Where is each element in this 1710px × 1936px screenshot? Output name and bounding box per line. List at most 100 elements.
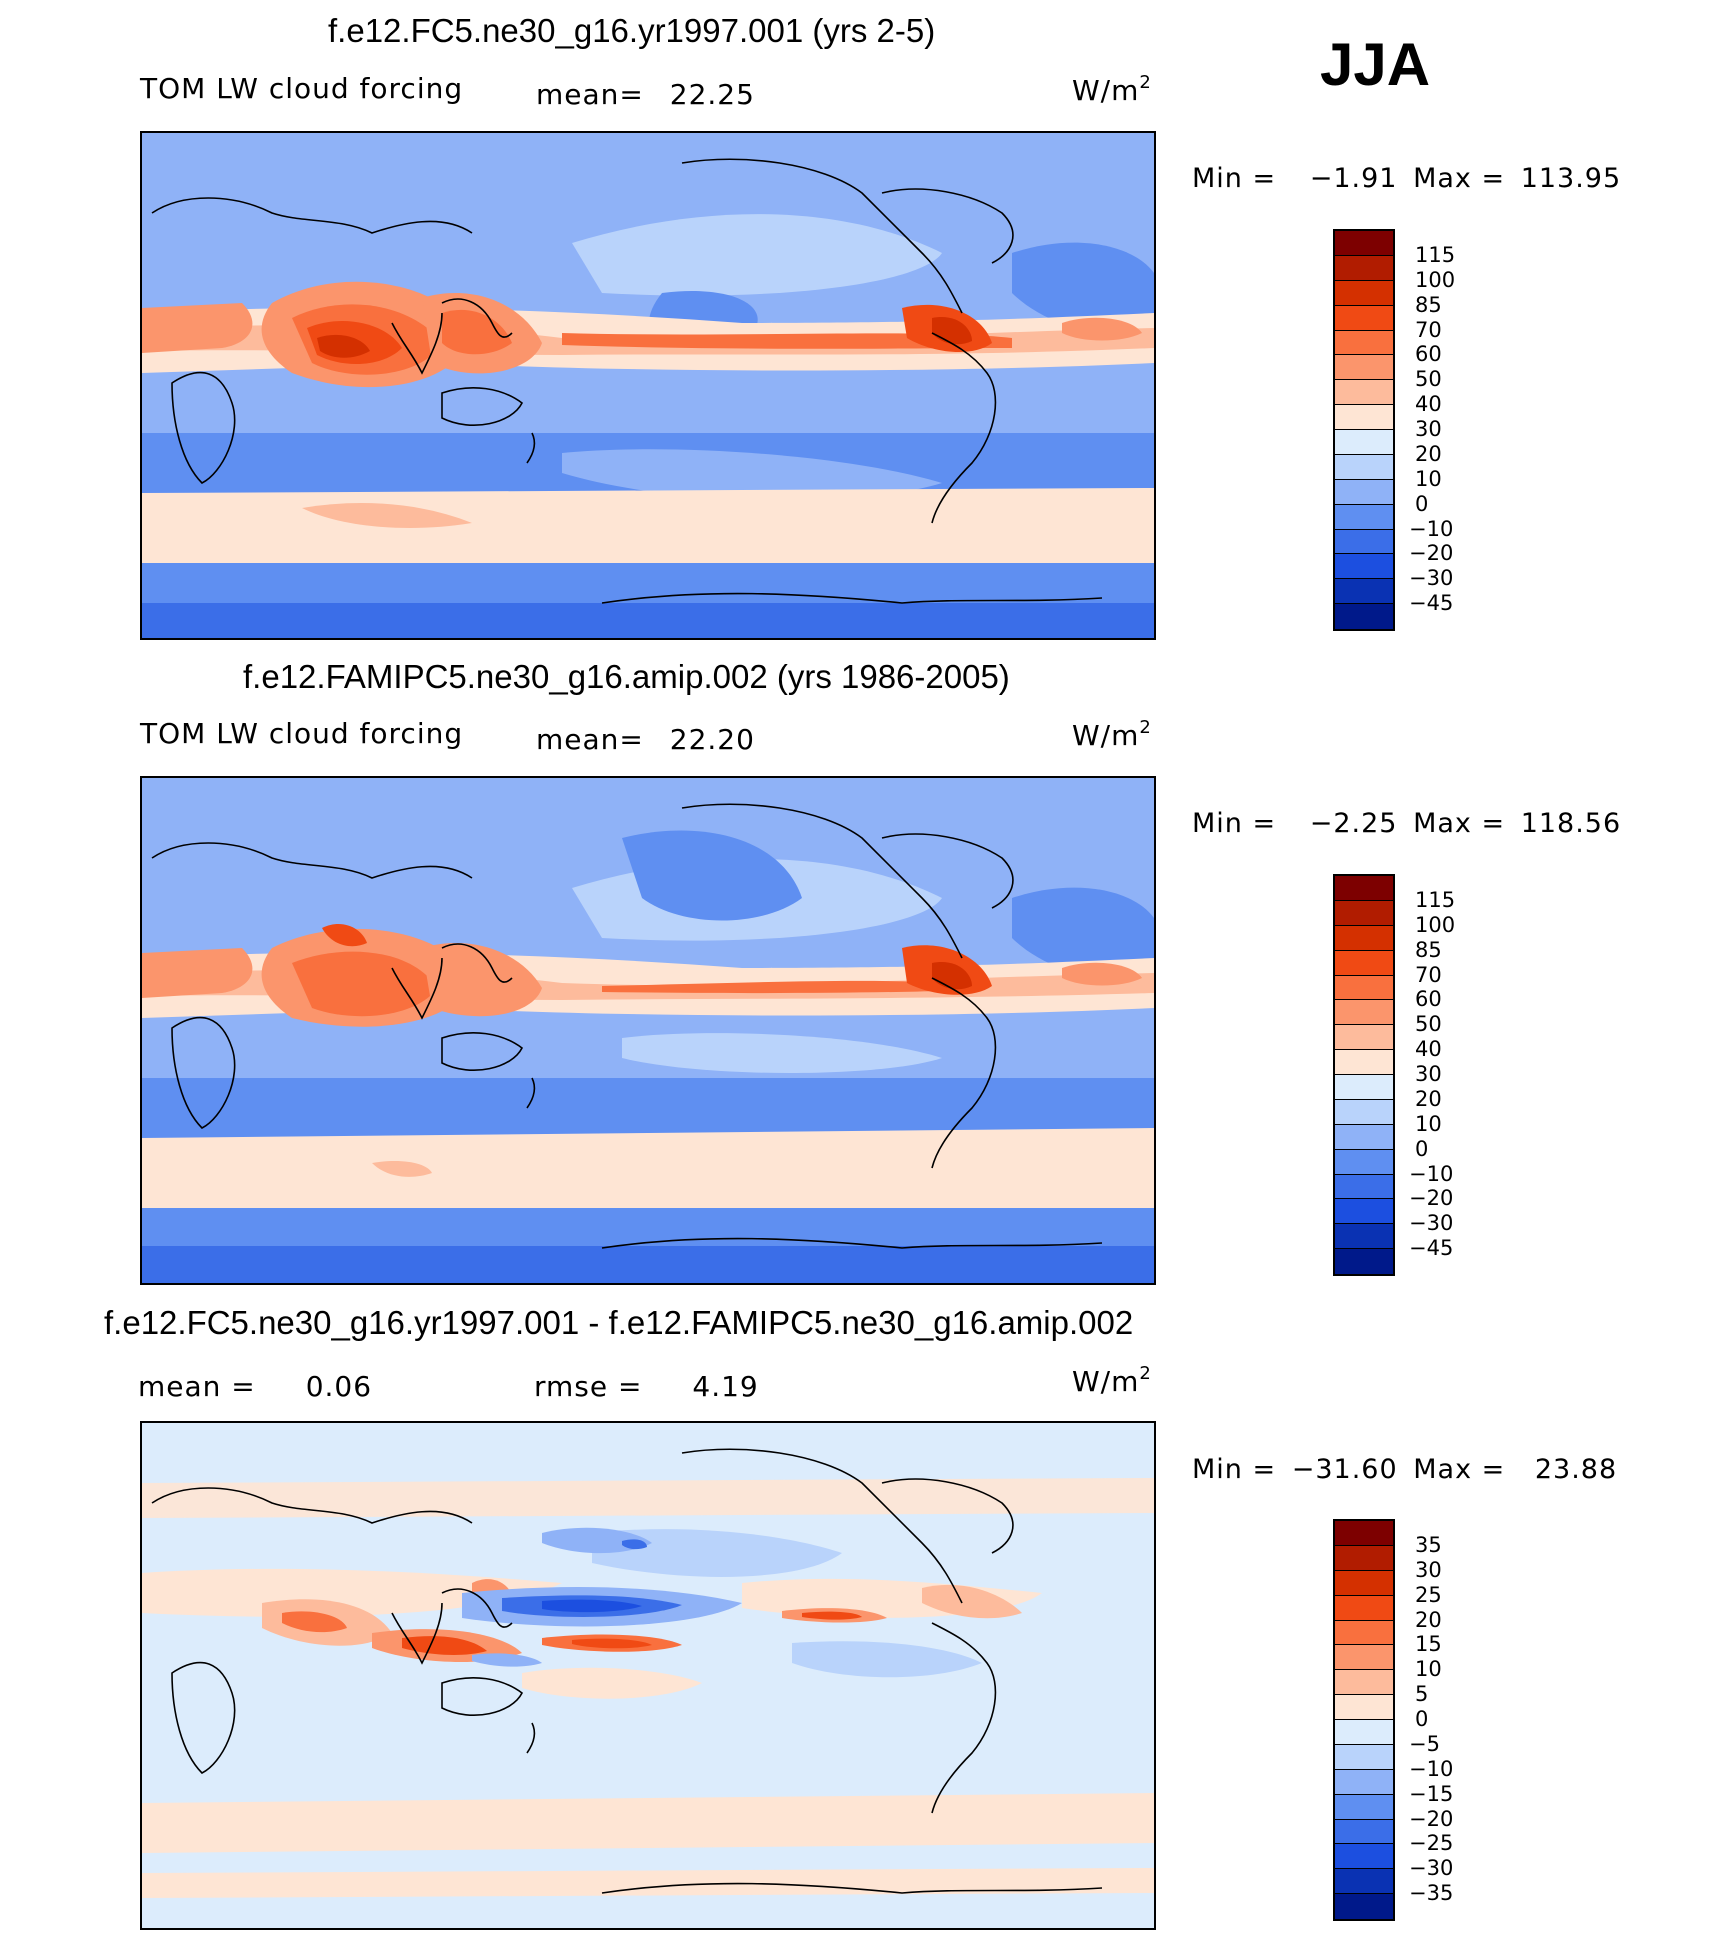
panel1-colorbar-tick-label: 20 [1415,441,1442,466]
panel1-colorbar-tick-label: 100 [1415,267,1456,292]
panel1-colorbar-tick-label: −30 [1409,566,1454,591]
panel2-colorbar-box [1335,1124,1393,1150]
panel3-colorbar-box [1335,1720,1393,1745]
season-label: JJA [1320,31,1431,98]
panel3-colorbar-box [1335,1869,1393,1895]
panel3-colorbar-tick-label: −35 [1409,1881,1454,1906]
panel3-mean-value: 0.06 [305,1370,373,1403]
panel1-colorbar-box [1335,579,1393,605]
panel1-colorbar-box [1335,529,1393,555]
panel1-units: W/m2 [1072,72,1152,107]
panel2-colorbar-box [1335,1224,1393,1250]
panel2-colorbar-tick-label: 0 [1415,1136,1429,1161]
panel1-title: f.e12.FC5.ne30_g16.yr1997.001 (yrs 2-5) [328,12,936,49]
panel1-colorbar-box [1335,330,1393,356]
panel2-mean-value: 22.20 [669,723,755,756]
panel1-colorbar-box [1335,255,1393,281]
panel1-colorbar [1333,229,1395,631]
panel3-units: W/m2 [1072,1363,1152,1398]
panel2-colorbar-box [1335,900,1393,926]
panel2-map [140,776,1156,1285]
panel3-colorbar-tick-label: −20 [1409,1806,1454,1831]
panel2-mean: mean= 22.20 [536,723,755,756]
panel2-colorbar-box [1335,950,1393,976]
panel3-colorbar-box [1335,1819,1393,1845]
panel2-colorbar-box [1335,876,1393,901]
panel1-mean: mean= 22.25 [536,78,755,111]
panel2-colorbar-tick-label: 50 [1415,1012,1442,1037]
panel3-colorbar-box [1335,1744,1393,1770]
panel3-colorbar-box [1335,1794,1393,1820]
panel1-colorbar-tick-label: 70 [1415,317,1442,342]
panel3-colorbar-box [1335,1645,1393,1671]
panel1-colorbar-tick-label: −20 [1409,541,1454,566]
panel2-colorbar-box [1335,975,1393,1001]
panel3-colorbar-box [1335,1570,1393,1596]
panel2-colorbar-tick-label: 100 [1415,912,1456,937]
panel1-colorbar-tick-label: 40 [1415,392,1442,417]
panel2-colorbar-tick-label: 20 [1415,1086,1442,1111]
panel1-colorbar-tick-label: −10 [1409,516,1454,541]
panel1-colorbar-box [1335,479,1393,505]
panel2-colorbar-box [1335,1025,1393,1051]
panel3-colorbar-tick-label: −10 [1409,1756,1454,1781]
panel3-colorbar-box [1335,1595,1393,1621]
panel2-colorbar-box [1335,1099,1393,1125]
panel3-colorbar-tick-label: 15 [1415,1632,1442,1657]
panel3-colorbar-tick-label: −25 [1409,1831,1454,1856]
panel3-rmse-label: rmse = [534,1370,643,1403]
panel2-colorbar-tick-label: −10 [1409,1161,1454,1186]
panel1-colorbar-box [1335,554,1393,580]
panel2-colorbar-tick-label: 10 [1415,1111,1442,1136]
panel3-colorbar-box [1335,1670,1393,1696]
panel2-colorbar-box [1335,925,1393,951]
panel3-colorbar [1333,1519,1395,1921]
panel3-mean-label: mean = [138,1370,256,1403]
panel2-colorbar-box [1335,1075,1393,1100]
panel2-colorbar-tick-label: 85 [1415,937,1442,962]
panel2-colorbar-box [1335,1249,1393,1274]
panel1-variable-label: TOM LW cloud forcing [140,72,464,105]
panel2-colorbar-tick-label: 40 [1415,1037,1442,1062]
panel2-colorbar-box [1335,1149,1393,1175]
panel2-minmax: Min = −2.25 Max = 118.56 [1192,808,1622,839]
panel3-map [140,1421,1156,1930]
panel2-colorbar-tick-label: 70 [1415,962,1442,987]
panel2-colorbar [1333,874,1395,1276]
panel1-colorbar-tick-label: 30 [1415,417,1442,441]
panel3-rmse-value: 4.19 [692,1370,759,1403]
panel3-colorbar-tick-label: 10 [1415,1657,1442,1682]
panel3-colorbar-tick-label: −15 [1409,1781,1454,1806]
panel1-colorbar-tick-label: 85 [1415,292,1442,317]
panel2-colorbar-tick-label: 60 [1415,987,1442,1012]
panel2-colorbar-box [1335,1174,1393,1200]
panel1-colorbar-tick-label: 50 [1415,367,1442,392]
panel3-colorbar-box [1335,1695,1393,1720]
panel2-variable-label: TOM LW cloud forcing [140,717,464,750]
panel1-colorbar-box [1335,454,1393,480]
panel1-colorbar-box [1335,305,1393,331]
panel1-colorbar-box [1335,430,1393,455]
panel3-colorbar-box [1335,1521,1393,1546]
panel3-colorbar-tick-label: 20 [1415,1607,1442,1632]
panel2-colorbar-tick-label: 115 [1415,887,1456,912]
panel1-colorbar-tick-label: 115 [1415,242,1456,267]
panel2-colorbar-box [1335,1050,1393,1075]
panel1-colorbar-tick-label: 0 [1415,491,1429,516]
panel1-colorbar-box [1335,231,1393,256]
panel3-colorbar-box [1335,1545,1393,1571]
panel1-colorbar-box [1335,504,1393,530]
panel2-units: W/m2 [1072,717,1152,752]
panel1-colorbar-box [1335,405,1393,430]
panel3-colorbar-box [1335,1844,1393,1870]
panel3-colorbar-tick-label: 35 [1415,1532,1442,1557]
panel3-colorbar-tick-label: 0 [1415,1707,1429,1731]
panel1-mean-label: mean= [536,78,644,111]
panel3-colorbar-tick-label: 25 [1415,1582,1442,1607]
panel2-colorbar-tick-label: −20 [1409,1186,1454,1211]
panel3-minmax: Min = −31.60 Max = 23.88 [1192,1454,1618,1485]
panel3-title: f.e12.FC5.ne30_g16.yr1997.001 - f.e12.FA… [104,1304,1134,1341]
panel1-minmax: Min = −1.91 Max = 113.95 [1192,163,1622,194]
panel3-colorbar-tick-label: −5 [1409,1731,1440,1756]
panel2-colorbar-tick-label: −45 [1409,1236,1454,1261]
